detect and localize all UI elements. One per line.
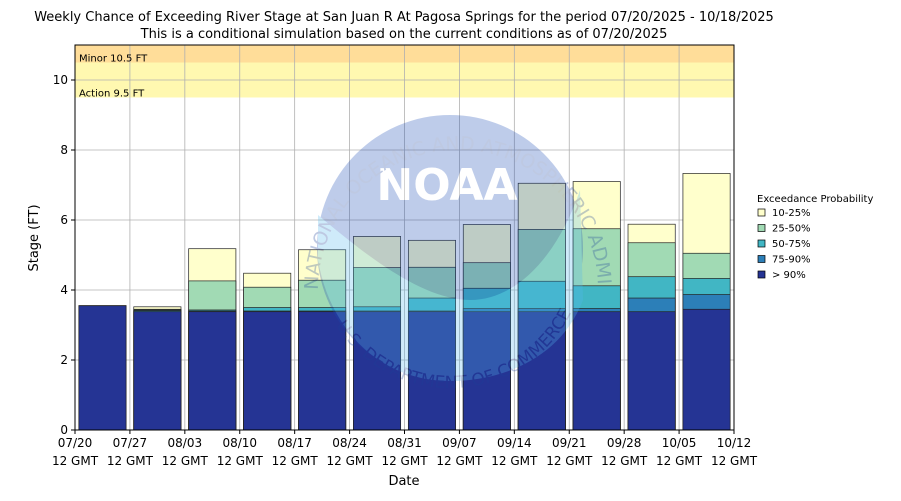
- bar--90--08-24: [353, 311, 402, 431]
- x-tick-label-date: 08/24: [332, 436, 367, 450]
- y-tick-label: 2: [60, 353, 68, 367]
- legend-entry-label: 50-75%: [772, 239, 811, 250]
- x-tick-label-time: 12 GMT: [491, 454, 538, 468]
- x-tick-label-date: 07/27: [113, 436, 148, 450]
- x-tick-label-date: 07/20: [58, 436, 93, 450]
- x-tick-label-time: 12 GMT: [601, 454, 648, 468]
- x-tick-label-date: 08/03: [168, 436, 203, 450]
- chart-subtitle: This is a conditional simulation based o…: [140, 27, 668, 42]
- bar--90--10-05: [682, 308, 731, 431]
- x-tick-label-time: 12 GMT: [52, 454, 99, 468]
- x-tick-label-time: 12 GMT: [711, 454, 758, 468]
- bar--90--09-21: [572, 311, 621, 431]
- x-tick-label-date: 08/31: [387, 436, 422, 450]
- threshold-label-minor: Minor 10.5 FT: [79, 54, 148, 65]
- x-tick-label-time: 12 GMT: [217, 454, 264, 468]
- legend: Exceedance Probability 10-25% 25-50% 50-75…: [757, 194, 873, 281]
- bar--90--08-03: [188, 311, 237, 431]
- x-tick-label-date: 10/05: [662, 436, 697, 450]
- y-tick-label: 0: [60, 423, 68, 437]
- legend-swatch: [757, 255, 766, 263]
- x-tick-label-date: 10/12: [717, 436, 752, 450]
- legend-entry-label: 75-90%: [772, 255, 811, 266]
- legend-swatch: [757, 239, 766, 248]
- x-tick-label-date: 08/17: [277, 436, 312, 450]
- legend-swatch: [757, 208, 766, 217]
- x-tick-label-time: 12 GMT: [656, 454, 703, 468]
- threshold-label-action: Action 9.5 FT: [79, 89, 145, 100]
- y-tick-label: 6: [60, 213, 68, 227]
- y-tick-label: 8: [60, 143, 68, 157]
- x-tick-label-date: 08/10: [222, 436, 257, 450]
- x-tick-label-time: 12 GMT: [162, 454, 209, 468]
- x-tick-label-time: 12 GMT: [381, 454, 428, 468]
- legend-entry-label: 25-50%: [772, 224, 811, 235]
- bar--90--08-10: [243, 311, 292, 431]
- x-tick-label-time: 12 GMT: [436, 454, 483, 468]
- x-tick-label-date: 09/21: [552, 436, 587, 450]
- x-tick-label-time: 12 GMT: [107, 454, 154, 468]
- noaa-logo-wave: [318, 190, 583, 381]
- legend-entry-label: 10-25%: [772, 208, 811, 219]
- y-axis-label: Stage (FT): [27, 204, 42, 271]
- bar--90--09-28: [627, 311, 676, 431]
- x-tick-label-time: 12 GMT: [546, 454, 593, 468]
- x-tick-label-time: 12 GMT: [272, 454, 319, 468]
- noaa-logo-disc: [317, 115, 583, 381]
- bar--90--08-17: [298, 311, 347, 431]
- bar--90--07-27: [133, 311, 182, 431]
- legend-entry-label: > 90%: [772, 270, 806, 281]
- chart-title: Weekly Chance of Exceeding River Stage a…: [34, 10, 774, 25]
- x-axis-label: Date: [388, 474, 419, 489]
- x-tick-label-date: 09/14: [497, 436, 532, 450]
- noaa-logo-text: NOAA: [376, 160, 517, 211]
- legend-swatch: [757, 270, 766, 279]
- bar--90--09-07: [462, 311, 511, 431]
- x-tick-label-date: 09/07: [442, 436, 477, 450]
- bar--90--07-20: [78, 305, 127, 431]
- legend-title: Exceedance Probability: [757, 194, 873, 205]
- legend-swatch: [757, 224, 766, 232]
- x-tick-label-date: 09/28: [607, 436, 642, 450]
- y-tick-label: 10: [53, 73, 68, 87]
- bar--90--08-31: [407, 311, 456, 431]
- y-tick-label: 4: [60, 283, 68, 297]
- x-tick-label-time: 12 GMT: [327, 454, 374, 468]
